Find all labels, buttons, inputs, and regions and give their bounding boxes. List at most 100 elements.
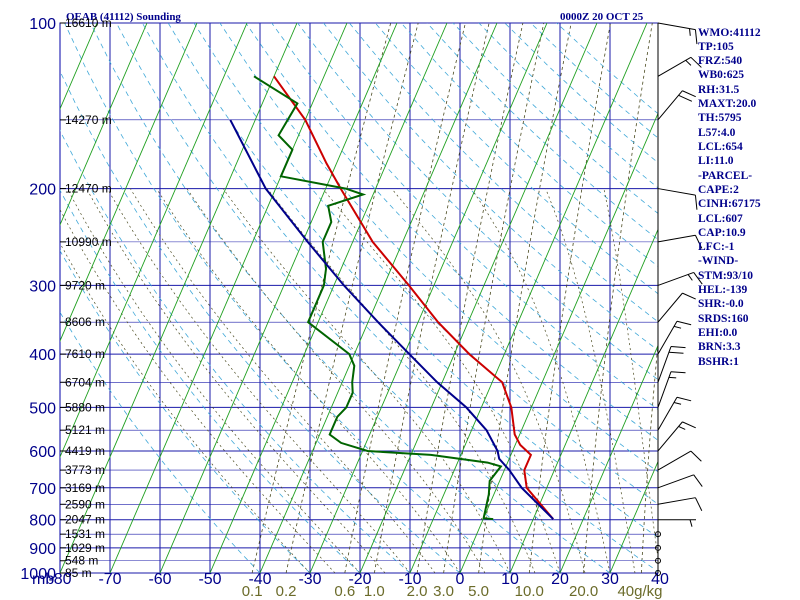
temperature-tick-label: -10	[398, 571, 421, 588]
height-labels: 16610 m 14270 m 12470 m 10990 m 9720 m 8606 m…	[60, 16, 112, 580]
stat-brn: BRN:3.3	[698, 341, 741, 353]
isotherm-20	[559, 344, 658, 573]
stat-bshr: BSHR:1	[698, 356, 739, 368]
barb-staff	[657, 397, 678, 431]
barb-flag	[676, 396, 692, 402]
wind-barb	[657, 396, 692, 431]
isotherm--100	[60, 23, 198, 343]
pressure-tick-label: 1000	[20, 566, 56, 583]
pressure-tick-label: 800	[29, 513, 56, 530]
height-label: 1029 m	[65, 541, 105, 555]
calm-circle	[655, 544, 661, 551]
barb-staff	[657, 22, 696, 31]
pressure-tick-label: 700	[29, 481, 56, 498]
barb-flag	[682, 90, 696, 98]
barb-flag	[693, 272, 703, 285]
stat-cape: CAPE:2	[698, 184, 739, 196]
stat-stm: STM:93/10	[698, 270, 753, 282]
isotherm-10	[509, 228, 658, 573]
isotherm--50	[209, 23, 448, 573]
barb-half-flag	[685, 59, 692, 66]
isotherm-30	[609, 460, 658, 573]
temperature-tick-label: -20	[348, 571, 371, 588]
dry-adiabat	[64, 23, 511, 573]
isotherm--60	[159, 23, 398, 573]
barb-staff	[657, 450, 692, 471]
height-label: 6704 m	[65, 375, 105, 389]
stat-cap: CAP:10.9	[698, 227, 746, 239]
wind-barb	[655, 531, 661, 538]
mixing-ratio-label: 0.2	[276, 583, 297, 600]
temperature-tick-label: -60	[148, 571, 171, 588]
isotherm--70	[109, 23, 348, 573]
height-label: 10990 m	[65, 235, 112, 249]
barb-staff	[657, 497, 696, 505]
stat-li: LI:11.0	[698, 155, 734, 167]
mixing-ratio-lines	[251, 23, 658, 573]
stat-wmo: WMO:41112	[698, 27, 761, 39]
stat-parcel-heading: -PARCEL-	[698, 170, 752, 182]
temperature-tick-label: 40	[651, 571, 669, 588]
mixing-ratio-line	[285, 23, 419, 573]
barb-flag	[690, 450, 702, 462]
height-label: 14270 m	[65, 113, 112, 127]
temperature-axis: -80 -70 -60 -50 -40 -30 -20 -10 0 10 20 30 40	[48, 571, 669, 588]
stat-wb0: WB0:625	[698, 69, 744, 81]
temperature-tick-label: 0	[456, 571, 465, 588]
mixing-ratio-label: 0.6	[334, 583, 355, 600]
barb-staff	[657, 292, 683, 323]
pressure-tick-label: 600	[29, 444, 56, 461]
barb-flag	[694, 497, 703, 511]
wind-barb	[657, 188, 698, 210]
stat-wind-heading: -WIND-	[698, 255, 738, 267]
grid	[59, 22, 659, 574]
moist-adiabat	[60, 208, 336, 573]
barb-staff	[657, 188, 696, 196]
barb-flag	[694, 235, 703, 249]
wind-barb	[657, 90, 696, 121]
height-label: 3773 m	[65, 463, 105, 477]
barb-flag	[678, 94, 693, 102]
barb-flag	[682, 421, 696, 429]
dewpoint-trace	[253, 75, 503, 521]
barb-staff	[657, 371, 672, 408]
wind-barb	[655, 544, 661, 551]
height-label: 9720 m	[65, 278, 105, 292]
height-label: 3169 m	[65, 481, 105, 495]
moist-adiabat	[267, 188, 536, 573]
wind-barbs	[655, 22, 703, 576]
wind-barb	[657, 234, 703, 249]
wind-barb	[657, 474, 703, 489]
barb-staff	[657, 271, 694, 286]
mixing-ratio-label: 2.0	[407, 583, 428, 600]
wind-barb	[658, 519, 696, 527]
wind-barb	[657, 450, 702, 471]
temperature-tick-label: -50	[198, 571, 221, 588]
stat-l57: L57:4.0	[698, 127, 736, 139]
mixing-ratio-label: 5.0	[468, 583, 489, 600]
sounding-traces	[229, 75, 554, 521]
wind-barb	[657, 371, 686, 408]
temperature-tick-label: -30	[298, 571, 321, 588]
wind-barb	[657, 346, 686, 383]
mixing-ratio-line	[641, 339, 658, 573]
dry-adiabat	[116, 23, 611, 573]
pressure-tick-label: 400	[29, 347, 56, 364]
mixing-ratio-line	[251, 23, 392, 573]
moist-adiabat	[222, 188, 511, 573]
moist-adiabat	[471, 188, 611, 573]
stats-panel: WMO:41112 TP:105 FRZ:540 WB0:625 RH:31.5…	[698, 27, 761, 368]
temperature-trace	[273, 75, 554, 520]
isotherm--10	[409, 23, 648, 573]
height-label: 2047 m	[65, 513, 105, 527]
pressure-unit-label: mb	[32, 571, 54, 588]
wind-barb	[657, 421, 696, 452]
height-label: 12470 m	[65, 182, 112, 196]
barb-half-flag	[673, 402, 682, 405]
height-label: 548 m	[65, 554, 98, 568]
dry-adiabats	[60, 23, 658, 573]
barb-flag	[668, 351, 684, 354]
isotherms	[60, 23, 658, 573]
barb-flag	[670, 371, 686, 374]
